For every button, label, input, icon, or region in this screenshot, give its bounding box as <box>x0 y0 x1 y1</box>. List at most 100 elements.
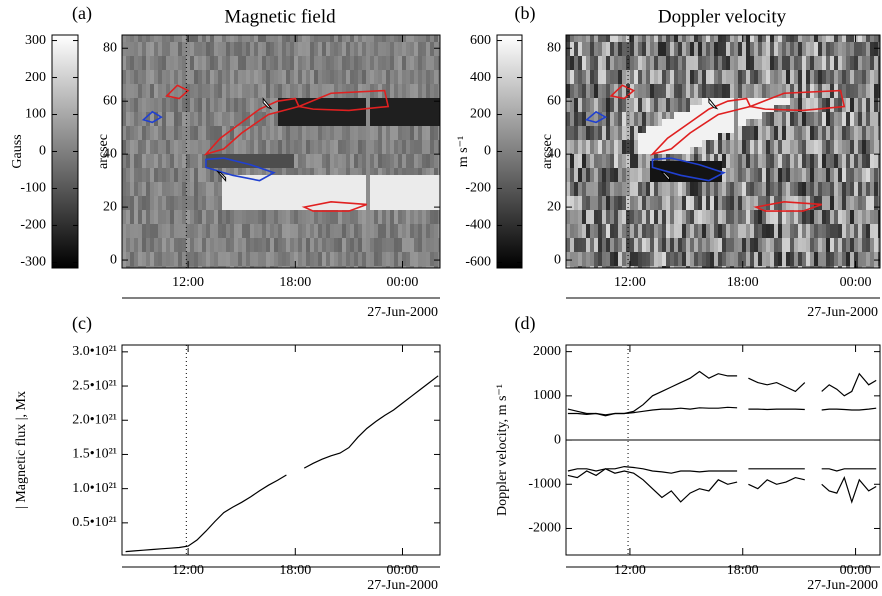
image-pixel <box>410 105 414 112</box>
image-pixel <box>786 77 790 84</box>
image-pixel <box>342 238 346 245</box>
image-pixel <box>390 245 394 252</box>
image-pixel <box>746 196 750 203</box>
image-pixel <box>406 84 410 91</box>
image-pixel <box>390 70 394 77</box>
image-pixel <box>134 231 138 238</box>
image-pixel <box>410 91 414 98</box>
image-pixel <box>798 105 802 112</box>
image-pixel <box>422 217 426 224</box>
image-pixel <box>678 175 682 182</box>
image-pixel <box>286 98 290 105</box>
image-pixel <box>750 63 754 70</box>
image-pixel <box>398 133 402 140</box>
image-pixel <box>686 217 690 224</box>
image-pixel <box>646 42 650 49</box>
image-pixel <box>794 56 798 63</box>
image-pixel <box>422 182 426 189</box>
image-pixel <box>358 252 362 259</box>
image-pixel <box>794 196 798 203</box>
image-pixel <box>374 63 378 70</box>
image-pixel <box>130 84 134 91</box>
image-pixel <box>582 56 586 63</box>
image-pixel <box>798 84 802 91</box>
image-pixel <box>614 126 618 133</box>
image-pixel <box>602 259 606 266</box>
image-pixel <box>582 98 586 105</box>
image-pixel <box>250 231 254 238</box>
image-pixel <box>234 98 238 105</box>
image-pixel <box>270 105 274 112</box>
image-pixel <box>386 203 390 210</box>
image-pixel <box>174 49 178 56</box>
image-pixel <box>782 154 786 161</box>
image-pixel <box>714 203 718 210</box>
image-pixel <box>202 252 206 259</box>
image-pixel <box>202 259 206 266</box>
image-pixel <box>646 245 650 252</box>
image-pixel <box>750 154 754 161</box>
image-pixel <box>134 217 138 224</box>
image-pixel <box>122 49 126 56</box>
image-pixel <box>254 70 258 77</box>
image-pixel <box>582 35 586 42</box>
image-pixel <box>650 119 654 126</box>
image-pixel <box>586 161 590 168</box>
image-pixel <box>750 266 754 268</box>
image-pixel <box>230 140 234 147</box>
image-pixel <box>162 126 166 133</box>
image-pixel <box>138 154 142 161</box>
image-pixel <box>218 175 222 182</box>
image-pixel <box>566 196 570 203</box>
image-pixel <box>754 91 758 98</box>
image-pixel <box>802 84 806 91</box>
image-pixel <box>622 231 626 238</box>
image-pixel <box>358 182 362 189</box>
image-pixel <box>186 42 190 49</box>
image-pixel <box>806 217 810 224</box>
image-pixel <box>702 161 706 168</box>
image-pixel <box>750 112 754 119</box>
image-pixel <box>598 56 602 63</box>
image-pixel <box>326 224 330 231</box>
image-pixel <box>154 56 158 63</box>
image-pixel <box>122 266 126 268</box>
image-pixel <box>726 189 730 196</box>
image-pixel <box>394 252 398 259</box>
image-pixel <box>390 196 394 203</box>
image-pixel <box>770 210 774 217</box>
image-pixel <box>218 210 222 217</box>
image-pixel <box>174 168 178 175</box>
image-pixel <box>226 84 230 91</box>
image-pixel <box>218 266 222 268</box>
image-pixel <box>342 154 346 161</box>
image-pixel <box>738 98 742 105</box>
image-pixel <box>686 77 690 84</box>
image-pixel <box>702 203 706 210</box>
image-pixel <box>610 231 614 238</box>
image-pixel <box>690 266 694 268</box>
image-pixel <box>242 259 246 266</box>
image-pixel <box>146 119 150 126</box>
image-pixel <box>566 203 570 210</box>
image-pixel <box>602 49 606 56</box>
image-pixel <box>586 147 590 154</box>
image-pixel <box>366 154 370 161</box>
image-pixel <box>782 196 786 203</box>
image-pixel <box>162 259 166 266</box>
image-pixel <box>122 77 126 84</box>
image-pixel <box>574 105 578 112</box>
image-pixel <box>674 56 678 63</box>
image-pixel <box>230 35 234 42</box>
image-pixel <box>162 210 166 217</box>
image-pixel <box>802 105 806 112</box>
image-pixel <box>126 210 130 217</box>
image-pixel <box>650 84 654 91</box>
image-pixel <box>802 140 806 147</box>
image-pixel <box>674 119 678 126</box>
image-pixel <box>798 154 802 161</box>
image-pixel <box>330 63 334 70</box>
image-pixel <box>398 49 402 56</box>
image-pixel <box>222 35 226 42</box>
image-pixel <box>230 252 234 259</box>
